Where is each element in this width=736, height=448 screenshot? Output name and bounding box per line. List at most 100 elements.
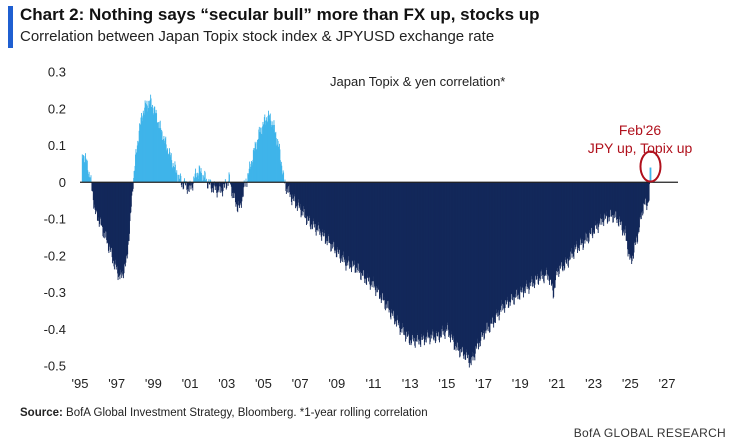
area-bar (472, 182, 474, 361)
area-bar (438, 182, 440, 341)
area-bar (334, 182, 335, 251)
area-bar (629, 182, 631, 258)
area-bar (168, 158, 169, 183)
area-bar (424, 182, 426, 343)
area-bar (519, 182, 521, 292)
area-bar (456, 182, 458, 341)
area-bar (384, 182, 386, 309)
area-bar (432, 182, 434, 332)
area-bar (413, 182, 415, 338)
area-bar (515, 182, 517, 298)
y-tick-labels: 0.3 0.2 0.1 0 -0.1 -0.2 -0.3 -0.4 -0.5 (44, 65, 66, 374)
area-bar (85, 162, 87, 183)
area-bar (425, 182, 427, 343)
area-bar (611, 182, 613, 213)
area-bar (412, 182, 414, 340)
area-bar (365, 182, 367, 279)
area-bar (508, 182, 510, 308)
area-bar (346, 182, 348, 261)
area-bar (578, 182, 579, 246)
area-bar (217, 182, 219, 188)
area-bar (418, 182, 420, 342)
area-bar (121, 182, 123, 278)
area-bar (449, 182, 451, 338)
area-bar (380, 182, 382, 303)
area-bar (360, 182, 362, 281)
area-bar (402, 182, 404, 323)
area-bar (379, 182, 380, 299)
area-bar (327, 182, 329, 241)
area-bar (310, 182, 312, 225)
area-bar (323, 182, 324, 237)
area-bar (331, 182, 333, 245)
area-bar (332, 182, 334, 249)
area-bar (399, 182, 401, 335)
area-bar (208, 179, 210, 183)
area-bar (173, 170, 175, 183)
area-bar (484, 182, 486, 330)
area-bar (564, 182, 566, 269)
area-bar (506, 182, 507, 305)
area-bar (574, 182, 576, 246)
area-bar (279, 160, 281, 183)
area-bar (238, 182, 240, 202)
area-bar (236, 182, 238, 205)
area-bar (617, 182, 618, 219)
area-bar (165, 144, 167, 183)
area-bar (632, 182, 634, 256)
area-bar (601, 182, 603, 222)
area-bar (394, 182, 396, 325)
area-bar (183, 180, 185, 183)
area-bar (300, 182, 302, 218)
area-bar (458, 182, 460, 348)
area-bar (606, 182, 608, 224)
area-bar (462, 182, 464, 356)
area-bar (515, 182, 517, 297)
area-bar (347, 182, 349, 266)
area-layer (81, 94, 652, 368)
area-bar (254, 148, 256, 183)
area-bar (447, 182, 449, 330)
area-bar (507, 182, 509, 301)
area-bar (539, 182, 541, 280)
area-bar (568, 182, 570, 261)
area-bar (594, 182, 595, 234)
area-bar (354, 182, 356, 273)
area-bar (215, 182, 217, 186)
area-bar (522, 182, 524, 293)
area-bar (473, 182, 475, 354)
area-bar (363, 182, 365, 271)
area-bar (339, 182, 341, 259)
area-bar (332, 182, 334, 247)
area-bar (202, 174, 204, 183)
area-bar (317, 182, 318, 230)
area-bar (439, 182, 440, 343)
source-text: BofA Global Investment Strategy, Bloombe… (62, 407, 428, 419)
area-bar (222, 182, 224, 197)
area-bar (89, 177, 91, 183)
area-bar (105, 182, 107, 231)
area-bar (264, 120, 266, 183)
area-bar (400, 182, 402, 327)
area-bar (342, 182, 344, 252)
area-bar (628, 182, 629, 254)
area-bar (581, 182, 583, 244)
area-bar (204, 172, 206, 183)
area-bar (152, 108, 154, 183)
area-bar (520, 182, 522, 291)
area-bar (290, 182, 292, 195)
area-bar (613, 182, 615, 214)
area-bar (280, 163, 282, 183)
area-bar (639, 182, 640, 228)
area-bar (603, 182, 605, 227)
area-bar (433, 182, 435, 340)
area-bar (147, 111, 149, 183)
area-bar (608, 182, 610, 222)
area-bar (291, 182, 293, 200)
area-bar (636, 182, 638, 238)
area-bar (169, 157, 171, 183)
area-bar (275, 131, 277, 183)
area-bar (445, 182, 446, 333)
area-bar (82, 158, 84, 183)
area-bar (563, 182, 565, 266)
